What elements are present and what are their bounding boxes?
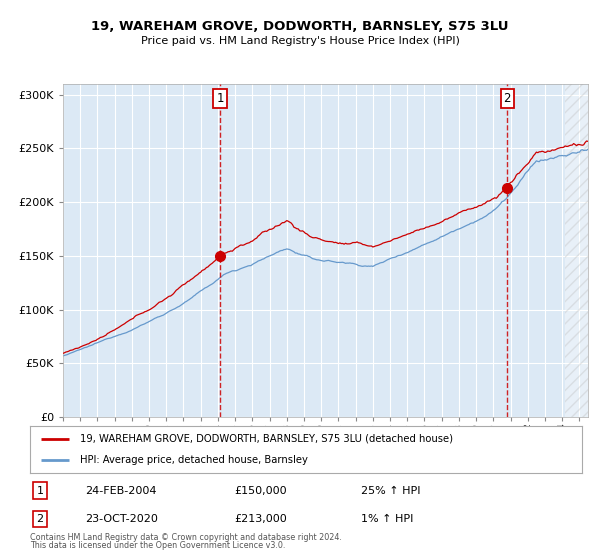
Text: 19, WAREHAM GROVE, DODWORTH, BARNSLEY, S75 3LU: 19, WAREHAM GROVE, DODWORTH, BARNSLEY, S… xyxy=(91,20,509,32)
Text: 1% ↑ HPI: 1% ↑ HPI xyxy=(361,514,413,524)
Text: 1: 1 xyxy=(37,486,43,496)
Text: Price paid vs. HM Land Registry's House Price Index (HPI): Price paid vs. HM Land Registry's House … xyxy=(140,36,460,46)
Text: £150,000: £150,000 xyxy=(234,486,287,496)
Text: 25% ↑ HPI: 25% ↑ HPI xyxy=(361,486,421,496)
Text: This data is licensed under the Open Government Licence v3.0.: This data is licensed under the Open Gov… xyxy=(30,541,286,550)
Text: 19, WAREHAM GROVE, DODWORTH, BARNSLEY, S75 3LU (detached house): 19, WAREHAM GROVE, DODWORTH, BARNSLEY, S… xyxy=(80,434,452,444)
Text: 1: 1 xyxy=(217,92,224,105)
Text: HPI: Average price, detached house, Barnsley: HPI: Average price, detached house, Barn… xyxy=(80,455,308,465)
Text: 2: 2 xyxy=(37,514,43,524)
Text: 24-FEB-2004: 24-FEB-2004 xyxy=(85,486,157,496)
Text: £213,000: £213,000 xyxy=(234,514,287,524)
Text: 23-OCT-2020: 23-OCT-2020 xyxy=(85,514,158,524)
Text: Contains HM Land Registry data © Crown copyright and database right 2024.: Contains HM Land Registry data © Crown c… xyxy=(30,533,342,542)
Text: 2: 2 xyxy=(503,92,511,105)
